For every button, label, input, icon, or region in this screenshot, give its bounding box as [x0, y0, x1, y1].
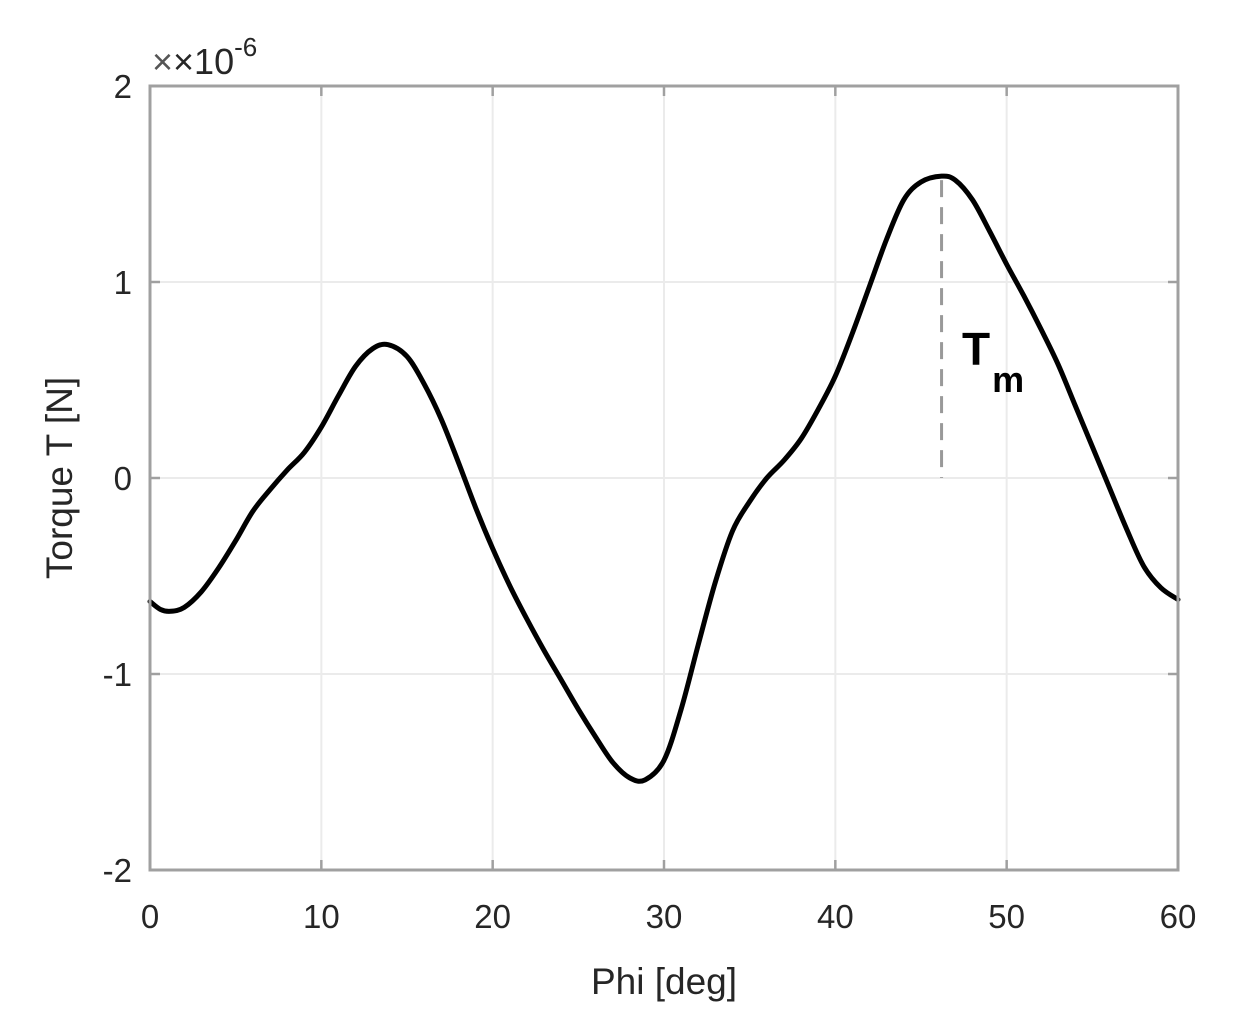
y-tick-label: 2 [114, 68, 132, 105]
axes-frame [148, 84, 1180, 872]
y-tick-label: 1 [114, 264, 132, 301]
x-tick-label: 10 [303, 898, 340, 935]
y-axis-label: Torque T [N] [39, 377, 80, 579]
x-tick-label: 40 [817, 898, 854, 935]
y-tick-label: -2 [103, 852, 132, 889]
grid-lines [149, 85, 1179, 871]
x-tick-label: 30 [646, 898, 683, 935]
x-tick-labels: 0 10 20 30 40 50 60 [141, 898, 1197, 935]
x-tick-label: 20 [474, 898, 511, 935]
x-axis-label: Phi [deg] [591, 961, 737, 1002]
y-axis-exponent: ××10-6 [152, 32, 257, 82]
tm-annotation: Tm [962, 323, 1024, 400]
data-series [147, 173, 1181, 784]
y-tick-labels: -2 -1 0 1 2 [103, 68, 132, 889]
y-tick-label: -1 [103, 656, 132, 693]
exponent-base: ×10 [173, 41, 234, 82]
exponent-times-sign: × [152, 41, 173, 82]
x-tick-label: 50 [988, 898, 1025, 935]
exponent-power: -6 [234, 32, 257, 62]
x-tick-label: 60 [1160, 898, 1197, 935]
annotations: Tm [940, 180, 1024, 478]
x-tick-label: 0 [141, 898, 159, 935]
y-tick-label: 0 [114, 460, 132, 497]
torque-curve [147, 173, 1181, 784]
